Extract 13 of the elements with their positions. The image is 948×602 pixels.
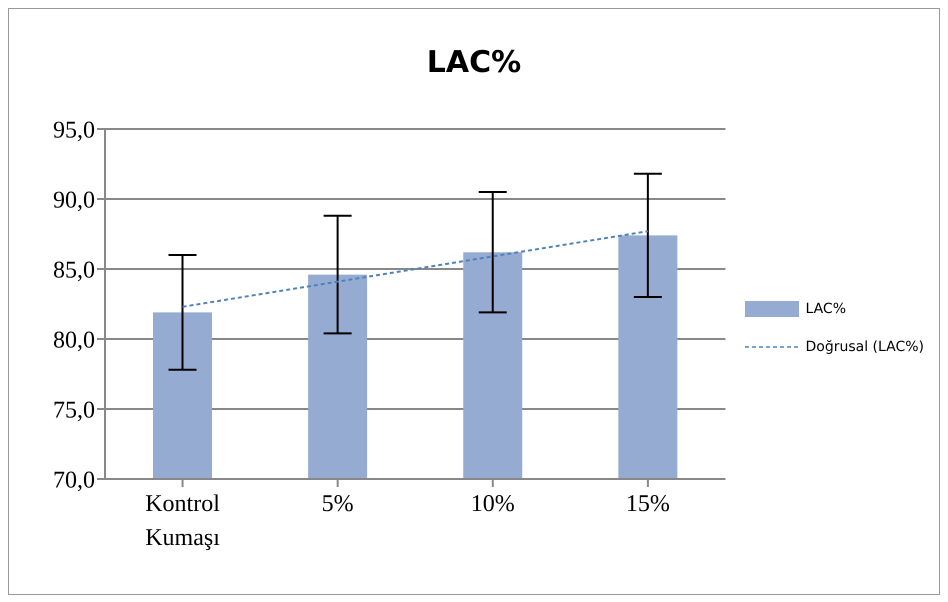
x-tick-label: 15% xyxy=(626,491,670,517)
y-tick-label: 95,0 xyxy=(53,118,95,144)
x-tick-label: 10% xyxy=(470,491,515,517)
y-tick-label: 90,0 xyxy=(53,188,95,214)
y-tick-label: 85,0 xyxy=(53,258,95,284)
y-tick-label: 80,0 xyxy=(53,328,95,354)
x-tick-label: Kontrol Kumaşı xyxy=(145,491,220,551)
chart-title: LAC% xyxy=(426,45,522,80)
y-tick-label: 70,0 xyxy=(53,468,95,494)
legend-label: LAC% xyxy=(805,301,846,317)
legend-label: Doğrusal (LAC%) xyxy=(805,339,924,355)
y-tick-label: 75,0 xyxy=(53,398,95,424)
x-tick-label: 5% xyxy=(322,491,354,517)
